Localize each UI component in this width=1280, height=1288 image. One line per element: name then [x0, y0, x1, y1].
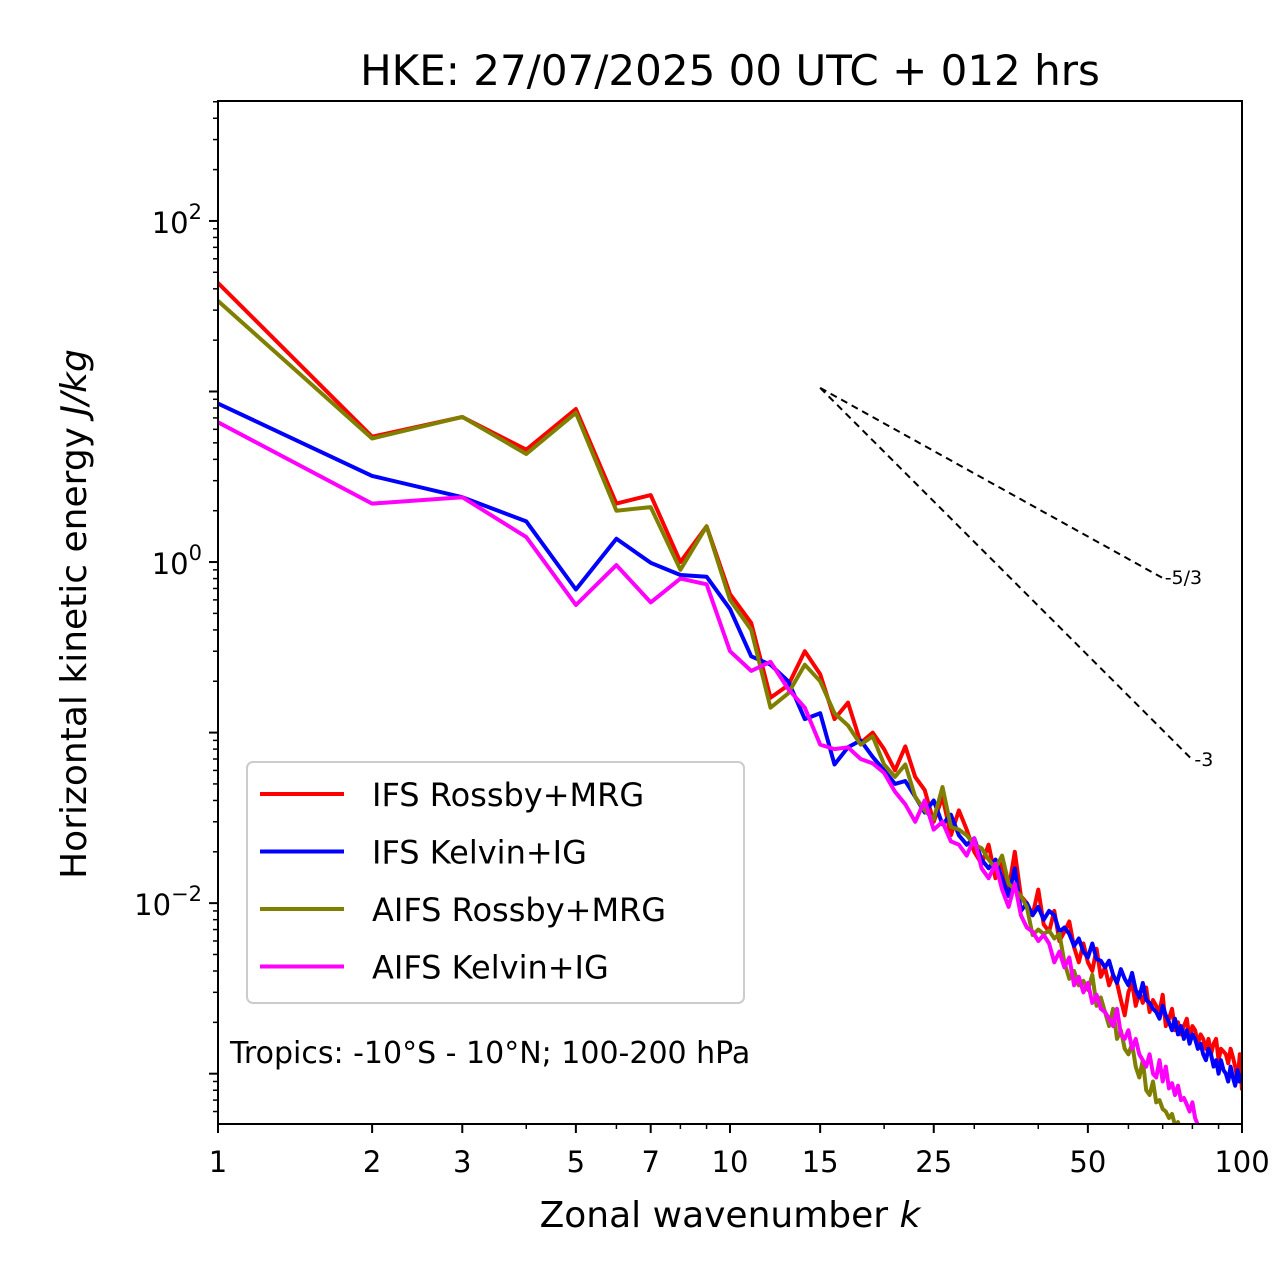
- y-tick-label: 100: [152, 541, 202, 581]
- reference-slope-line: [819, 387, 1164, 579]
- x-tick-label: 3: [453, 1145, 471, 1179]
- series-line-aifs-kelvin-ig: [218, 420, 1200, 1124]
- y-tick-base: 10: [152, 206, 189, 240]
- y-axis-label-text: Horizontal kinetic energy: [54, 427, 95, 879]
- region-annotation: Tropics: -10°S - 10°N; 100-200 hPa: [229, 1036, 750, 1071]
- y-tick-base: 10: [134, 888, 171, 922]
- reference-slope-label: -5/3: [1165, 567, 1202, 589]
- legend: IFS Rossby+MRG IFS Kelvin+IG AIFS Rossby+M…: [246, 761, 745, 1004]
- y-axis-label-unit: J/kg: [54, 349, 95, 421]
- x-tick-label: 10: [712, 1145, 749, 1179]
- y-tick-label: 10−2: [134, 882, 202, 922]
- y-tick-exponent: −2: [171, 882, 202, 906]
- x-tick-label: 7: [641, 1145, 659, 1179]
- x-tick-label: 50: [1069, 1145, 1106, 1179]
- series-line-ifs-kelvin-ig: [218, 401, 1242, 1088]
- x-tick-label: 100: [1214, 1145, 1269, 1179]
- plot-area: [217, 100, 1243, 1125]
- legend-label: IFS Rossby+MRG: [372, 776, 644, 814]
- x-tick-label: 25: [915, 1145, 952, 1179]
- reference-slope-label: -3: [1194, 749, 1213, 771]
- x-axis: 1 2 3 5 7 10 15 25 50 100: [209, 1124, 1270, 1179]
- series-lines: [218, 281, 1242, 1124]
- y-tick-base: 10: [152, 547, 189, 581]
- x-axis-label: Zonal wavenumber k: [540, 1195, 923, 1236]
- legend-label: AIFS Rossby+MRG: [372, 891, 666, 929]
- series-line-ifs-rossby-mrg: [218, 281, 1242, 1091]
- legend-label: IFS Kelvin+IG: [372, 834, 587, 872]
- x-tick-label: 15: [802, 1145, 839, 1179]
- chart-title: HKE: 27/07/2025 00 UTC + 012 hrs: [360, 46, 1100, 95]
- y-tick-label: 102: [152, 200, 202, 240]
- x-tick-label: 2: [363, 1145, 381, 1179]
- series-line-aifs-rossby-mrg: [218, 299, 1186, 1124]
- legend-label: AIFS Kelvin+IG: [372, 949, 609, 987]
- reference-slope-line: [819, 387, 1194, 761]
- y-tick-exponent: 0: [189, 541, 202, 565]
- x-axis-label-var: k: [900, 1195, 923, 1236]
- legend-box: [246, 761, 745, 1004]
- x-tick-label: 5: [567, 1145, 585, 1179]
- reference-slope-lines: [819, 387, 1194, 761]
- y-tick-exponent: 2: [189, 200, 202, 224]
- x-axis-label-text: Zonal wavenumber: [540, 1195, 889, 1236]
- y-axis-label: Horizontal kinetic energy J/kg: [54, 349, 95, 879]
- x-tick-label: 1: [209, 1145, 227, 1179]
